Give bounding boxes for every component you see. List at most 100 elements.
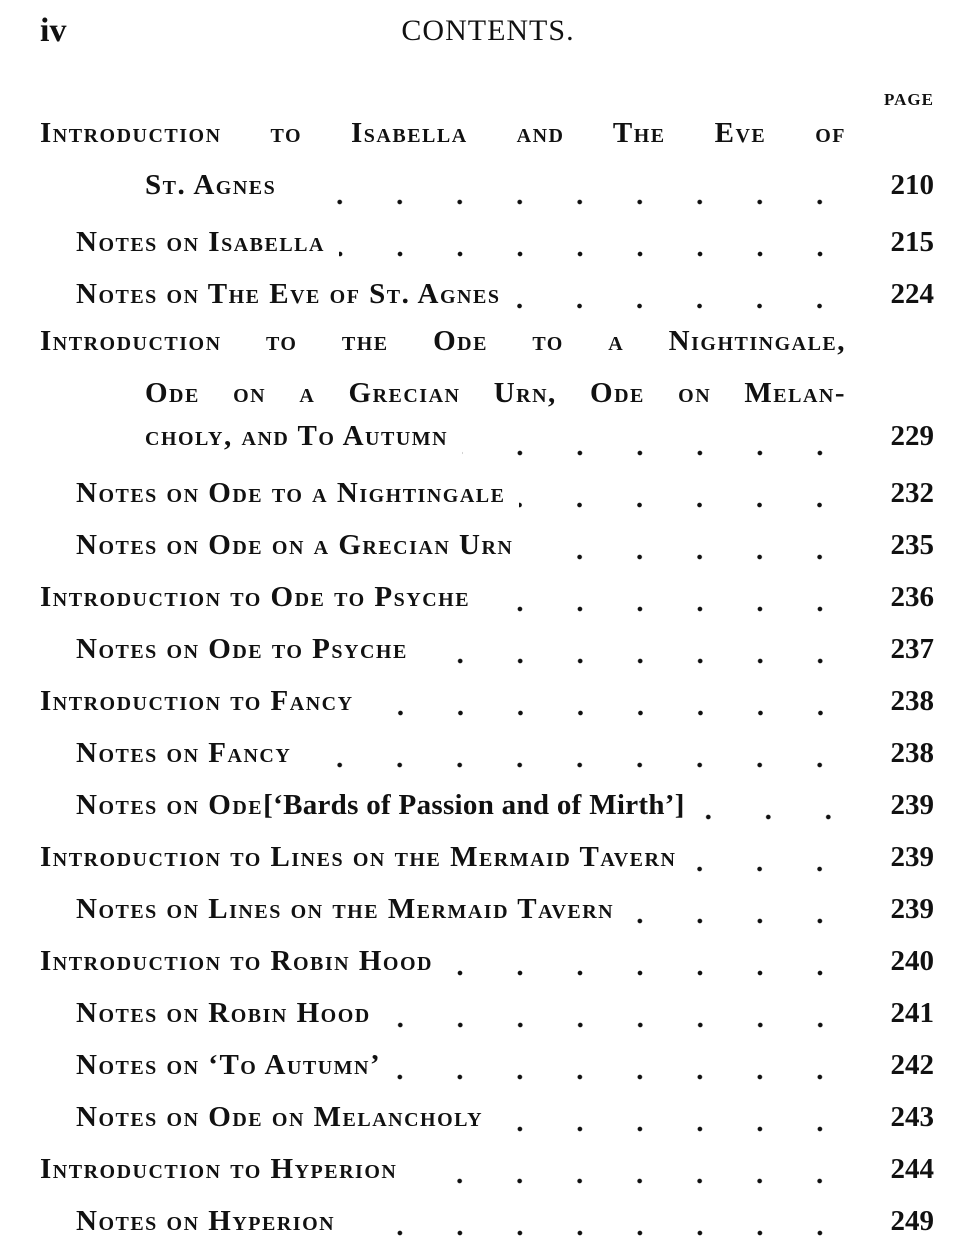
page-number: 243 [890, 1101, 935, 1133]
toc-entry: Introduction to Isabella and The Eve of S… [0, 112, 976, 216]
dot-leader [367, 675, 850, 727]
toc-entry-line: Notes on Ode on Melancholy 243 [0, 1091, 976, 1143]
toc-entry-title: Introduction to Ode to Psyche [40, 581, 471, 613]
dot-leader [349, 1195, 850, 1247]
toc-entry-title: Notes on Fancy [76, 737, 292, 769]
toc-entry-title: choly, and To Autumn [145, 420, 449, 452]
toc-entry: Notes on Ode to Psyche 237 [0, 623, 976, 675]
dot-leader [519, 467, 850, 519]
dot-leader [384, 987, 850, 1039]
toc-entry: Introduction to Ode to Psyche 236 [0, 571, 976, 623]
toc-entry-title: Ode on a Grecian Urn, Ode on Melan- [145, 377, 846, 409]
toc-entry-title: Introduction to the Ode to a Nightingale… [40, 325, 846, 357]
page-number: 210 [890, 169, 935, 201]
toc-entry-line: Notes on Ode to Psyche 237 [0, 623, 976, 675]
toc-entry-title: Notes on Hyperion [76, 1205, 336, 1237]
toc-entry-line: Notes on ‘To Autumn’ 242 [0, 1039, 976, 1091]
dot-leader [305, 727, 850, 779]
page-number: 238 [890, 737, 935, 769]
toc-entry: Notes on Robin Hood 241 [0, 987, 976, 1039]
toc-entry-line: Notes on The Eve of St. Agnes 224 [0, 268, 976, 320]
table-of-contents: Introduction to Isabella and The Eve of S… [0, 112, 976, 1247]
page-number: 239 [890, 789, 935, 821]
toc-entry-line: Introduction to the Ode to a Nightingale… [0, 320, 976, 372]
toc-entry-title: Introduction to Isabella and The Eve of [40, 117, 846, 149]
toc-entry: Notes on Ode on Melancholy 243 [0, 1091, 976, 1143]
toc-entry-title: Notes on Ode on a Grecian Urn [76, 529, 514, 561]
toc-entry-title: Notes on Ode on Melancholy [76, 1101, 484, 1133]
page-column-label: PAGE [884, 90, 934, 109]
toc-entry-line: Notes on Lines on the Mermaid Tavern 239 [0, 883, 976, 935]
page-number: 240 [890, 945, 935, 977]
toc-entry-line: Introduction to Fancy 238 [0, 675, 976, 727]
dot-leader [690, 779, 858, 831]
toc-entry-line: Notes on Ode to a Nightingale 232 [0, 467, 976, 519]
dot-leader [690, 831, 850, 883]
page-number: 238 [890, 685, 935, 717]
dot-leader [497, 1091, 850, 1143]
toc-entry: Introduction to the Ode to a Nightingale… [0, 320, 976, 467]
toc-entry-line: Notes on Fancy 238 [0, 727, 976, 779]
toc-entry-subtitle: [‘Bards of Passion and of Mirth’] [263, 789, 685, 821]
toc-entry-line: Introduction to Ode to Psyche 236 [0, 571, 976, 623]
dot-leader [395, 1039, 850, 1091]
toc-entry-line: choly, and To Autumn 229 [0, 415, 976, 467]
page-number: 236 [890, 581, 935, 613]
toc-entry: Introduction to Lines on the Mermaid Tav… [0, 831, 976, 883]
dot-leader [628, 883, 850, 935]
toc-entry-title: Notes on The Eve of St. Agnes [76, 278, 501, 310]
page-folio: iv [40, 12, 67, 49]
toc-entry-title: Introduction to Robin Hood [40, 945, 433, 977]
toc-entry-title: St. Agnes [145, 169, 277, 201]
toc-entry: Introduction to Robin Hood 240 [0, 935, 976, 987]
toc-entry-title: Notes on Isabella [76, 226, 325, 258]
page-number: 241 [890, 997, 935, 1029]
dot-leader [290, 164, 850, 216]
toc-entry: Notes on The Eve of St. Agnes 224 [0, 268, 976, 320]
toc-entry-title: Notes on Lines on the Mermaid Tavern [76, 893, 615, 925]
page-number: 239 [890, 893, 935, 925]
toc-entry-title: Notes on Ode to Psyche [76, 633, 408, 665]
toc-entry-title: Notes on Ode [76, 789, 264, 821]
toc-entry-line: Introduction to Isabella and The Eve of [0, 112, 976, 164]
toc-entry: Notes on Ode [‘Bards of Passion and of M… [0, 779, 976, 831]
toc-entry-line: St. Agnes 210 [0, 164, 976, 216]
toc-entry: Notes on Lines on the Mermaid Tavern 239 [0, 883, 976, 935]
dot-leader [338, 216, 850, 268]
page-number: 239 [890, 841, 935, 873]
toc-entry-line: Introduction to Lines on the Mermaid Tav… [0, 831, 976, 883]
dot-leader [462, 415, 850, 467]
page-number: 224 [890, 278, 935, 310]
toc-entry: Notes on Isabella 215 [0, 216, 976, 268]
toc-entry-line: Introduction to Hyperion 244 [0, 1143, 976, 1195]
toc-entry: Notes on Hyperion 249 [0, 1195, 976, 1247]
dot-leader [421, 623, 850, 675]
toc-entry: Introduction to Fancy 238 [0, 675, 976, 727]
toc-entry-line: Notes on Robin Hood 241 [0, 987, 976, 1039]
dot-leader [527, 519, 850, 571]
toc-entry-line: Ode on a Grecian Urn, Ode on Melan- [0, 372, 976, 415]
toc-entry: Notes on Fancy 238 [0, 727, 976, 779]
toc-entry-title: Introduction to Fancy [40, 685, 354, 717]
running-title: CONTENTS. [401, 14, 575, 47]
toc-entry: Introduction to Hyperion 244 [0, 1143, 976, 1195]
page-number: 237 [890, 633, 935, 665]
toc-entry-line: Notes on Isabella 215 [0, 216, 976, 268]
dot-leader [411, 1143, 850, 1195]
toc-entry-title: Introduction to Hyperion [40, 1153, 398, 1185]
page-number: 244 [890, 1153, 935, 1185]
toc-entry-line: Notes on Ode [‘Bards of Passion and of M… [0, 779, 976, 831]
page-number: 215 [890, 226, 935, 258]
page-number: 235 [890, 529, 935, 561]
toc-entry-line: Introduction to Robin Hood 240 [0, 935, 976, 987]
page-number: 232 [890, 477, 935, 509]
toc-entry: Notes on Ode on a Grecian Urn 235 [0, 519, 976, 571]
dot-leader [447, 935, 850, 987]
toc-entry-title: Notes on ‘To Autumn’ [76, 1049, 382, 1081]
toc-entry-line: Notes on Ode on a Grecian Urn 235 [0, 519, 976, 571]
page-number: 229 [890, 420, 935, 452]
toc-entry-line: Notes on Hyperion 249 [0, 1195, 976, 1247]
toc-entry-title: Introduction to Lines on the Mermaid Tav… [40, 841, 677, 873]
toc-entry: Notes on ‘To Autumn’ 242 [0, 1039, 976, 1091]
page-number: 242 [890, 1049, 935, 1081]
